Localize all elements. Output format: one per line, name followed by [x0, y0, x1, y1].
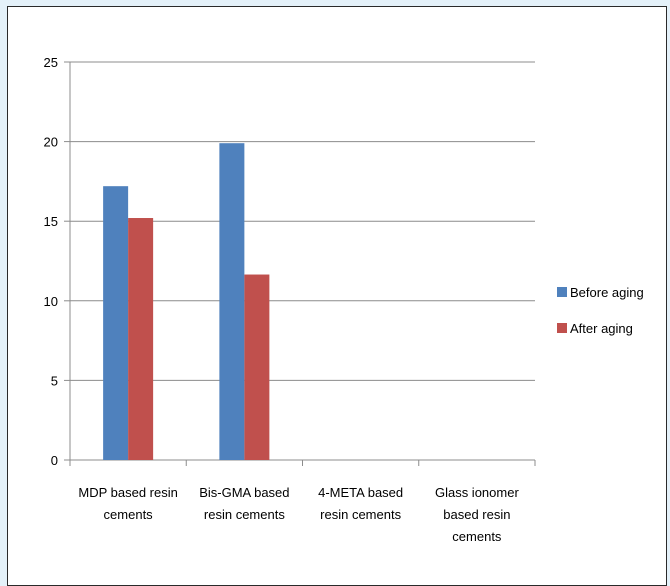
y-tick-label: 25 — [44, 55, 58, 70]
category-label-line: resin cements — [204, 507, 285, 522]
bar — [219, 143, 245, 460]
legend-swatch — [557, 323, 567, 333]
category-label-line: Glass ionomer — [435, 485, 519, 500]
category-label-line: cements — [104, 507, 154, 522]
chart-frame: 0 5 10 15 20 25 MDP based resin cements Bis-GMA … — [7, 6, 667, 586]
y-tick-label: 15 — [44, 214, 58, 229]
category-label: 4-META based resin cements — [318, 485, 403, 522]
category-label-line: cements — [452, 529, 502, 544]
y-tick-label: 10 — [44, 294, 58, 309]
bar — [244, 274, 270, 460]
bar — [128, 218, 154, 460]
bar-chart: 0 5 10 15 20 25 MDP based resin cements Bis-GMA … — [44, 55, 644, 544]
bar — [103, 186, 129, 460]
y-tick-label: 20 — [44, 135, 58, 150]
category-label: Bis-GMA based resin cements — [199, 485, 289, 522]
category-label: MDP based resin cements — [78, 485, 177, 522]
category-label: Glass ionomer based resin cements — [435, 485, 519, 544]
category-label-line: 4-META based — [318, 485, 403, 500]
category-label-line: Bis-GMA based — [199, 485, 289, 500]
category-label-line: resin cements — [320, 507, 401, 522]
legend-label: After aging — [570, 321, 633, 336]
category-label-line: MDP based resin — [78, 485, 177, 500]
y-tick-label: 5 — [51, 373, 58, 388]
legend-swatch — [557, 287, 567, 297]
category-label-line: based resin — [443, 507, 510, 522]
legend-label: Before aging — [570, 285, 644, 300]
y-tick-label: 0 — [51, 453, 58, 468]
